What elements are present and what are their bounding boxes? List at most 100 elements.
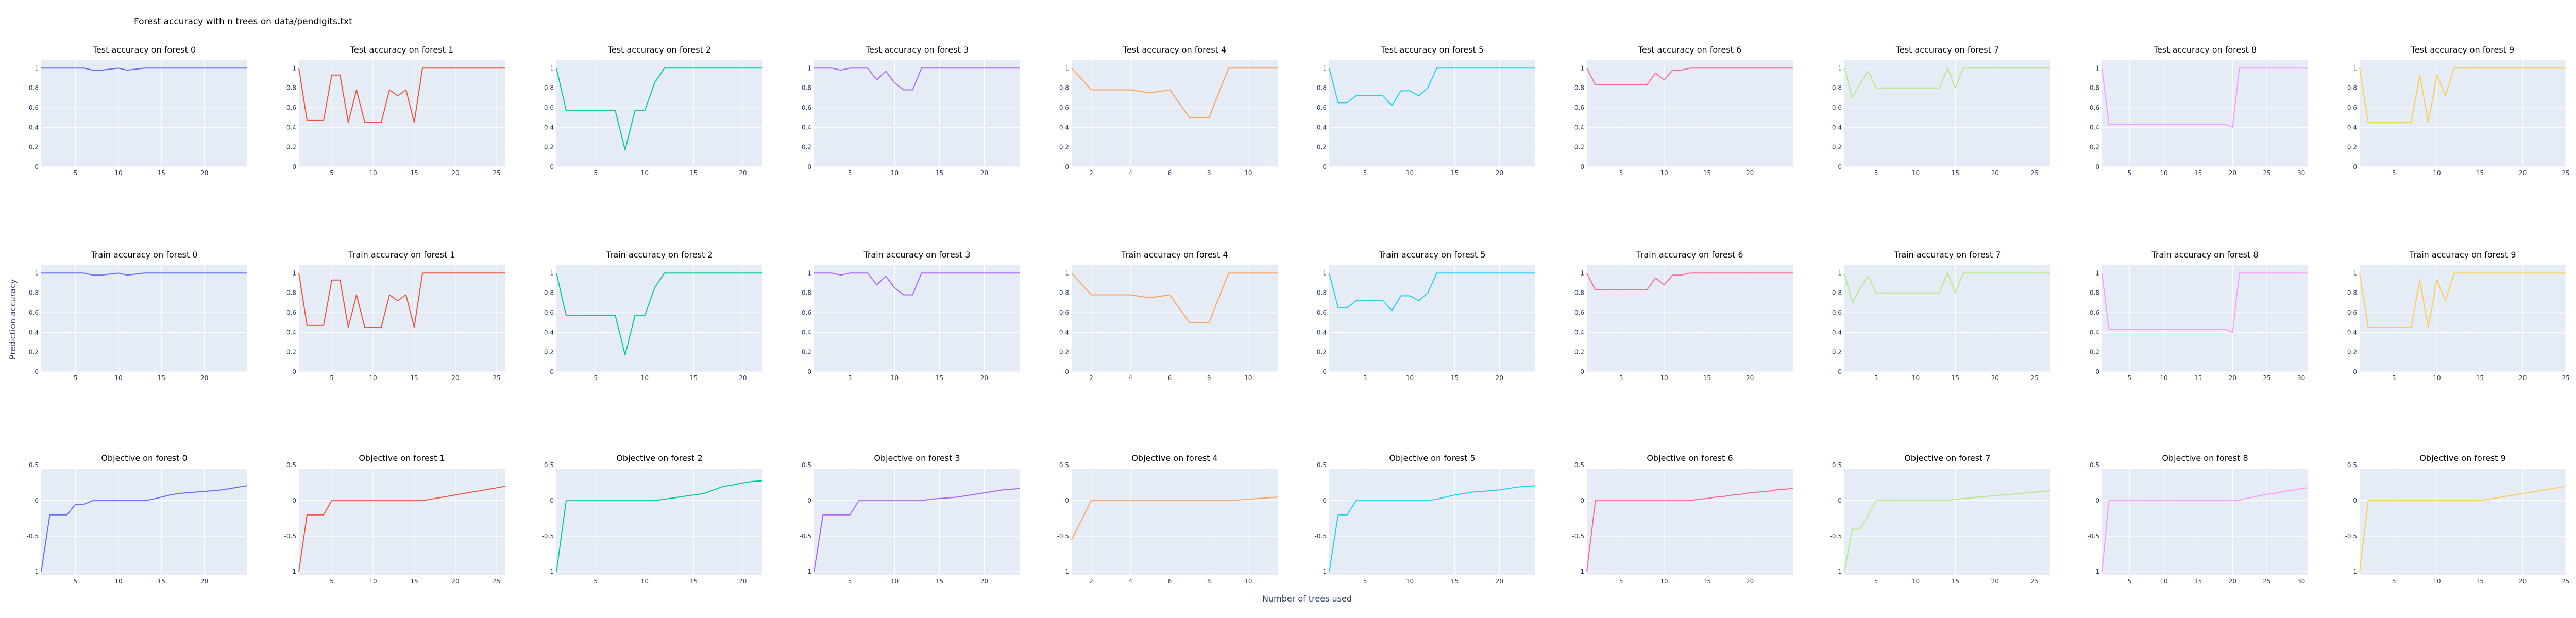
y-tick-label: -0.5 [2088, 533, 2099, 540]
x-tick-label: 20 [451, 169, 459, 177]
plot-area [1844, 469, 2050, 575]
plot-area [1072, 265, 1278, 372]
subplot: Test accuracy on forest 2 5 10 15 20 0 0.2 0.4 0… [544, 45, 762, 177]
x-tick-label: 20 [2519, 578, 2527, 585]
subplot-title: Test accuracy on forest 8 [2153, 45, 2257, 55]
y-tick-label: 1 [2353, 64, 2357, 72]
series-line [2102, 487, 2309, 572]
x-tick-label: 15 [158, 169, 165, 177]
x-tick-label: 20 [739, 374, 747, 382]
x-tick-label: 10 [1660, 578, 1668, 585]
series-line [1844, 67, 2050, 98]
series-line [298, 67, 505, 123]
y-tick-label: 1 [1065, 269, 1069, 277]
y-tick-label: 0.8 [544, 289, 554, 297]
subplot: Objective on forest 5 5 10 15 20 -1 -0.5 0 0.5 [1315, 453, 1536, 585]
plot-area [1844, 60, 2050, 167]
x-tick-label: 25 [2562, 169, 2569, 177]
y-tick-label: 0.6 [1574, 309, 1584, 316]
y-tick-label: 0 [1838, 368, 1842, 375]
x-tick-label: 5 [2128, 578, 2132, 585]
x-tick-label: 10 [1912, 169, 1920, 177]
plot-area [299, 60, 505, 167]
y-tick-label: 1 [550, 64, 554, 72]
y-tick-label: 1 [292, 269, 296, 277]
x-tick-label: 20 [2519, 374, 2527, 382]
x-tick-label: 10 [2160, 169, 2167, 177]
y-tick-label: -0.5 [2345, 533, 2357, 540]
y-tick-label: 1 [2095, 64, 2099, 72]
y-tick-label: 0.5 [544, 461, 554, 469]
x-tick-label: 10 [1244, 578, 1252, 585]
series-line [1586, 67, 1793, 85]
x-tick-label: 4 [1128, 374, 1132, 382]
y-tick-label: 0 [35, 497, 39, 504]
x-tick-label: 5 [594, 578, 598, 585]
x-tick-label: 20 [451, 578, 459, 585]
x-tick-label: 15 [410, 374, 418, 382]
y-tick-label: -1 [1836, 568, 1842, 575]
y-tick-label: 0.8 [1574, 289, 1584, 297]
x-tick-label: 20 [200, 578, 208, 585]
x-tick-label: 5 [2392, 169, 2396, 177]
subplot-title: Train accuracy on forest 9 [2409, 250, 2516, 260]
y-tick-label: 0.2 [2347, 349, 2357, 356]
y-tick-label: 1 [292, 64, 296, 72]
subplot-title: Objective on forest 1 [359, 453, 445, 463]
y-tick-label: 0.6 [802, 309, 811, 316]
x-tick-label: 15 [2194, 578, 2202, 585]
y-tick-label: 0.6 [1317, 104, 1327, 111]
x-tick-label: 20 [2229, 169, 2236, 177]
subplot-title: Train accuracy on forest 2 [605, 250, 713, 260]
subplot: Test accuracy on forest 6 5 10 15 20 0 0.2 0.4 0… [1574, 45, 1793, 177]
x-tick-label: 15 [2476, 169, 2484, 177]
x-tick-label: 6 [1168, 169, 1172, 177]
y-tick-label: 0.8 [286, 289, 296, 297]
y-tick-label: 0.6 [1059, 104, 1069, 111]
y-tick-label: 0 [292, 368, 296, 375]
x-tick-label: 10 [369, 578, 377, 585]
y-tick-label: 0.2 [2090, 349, 2099, 356]
y-tick-label: 0.4 [802, 329, 811, 336]
series-line [1071, 496, 1278, 540]
y-tick-label: 0.8 [2347, 289, 2357, 297]
x-tick-label: 5 [2392, 578, 2396, 585]
y-tick-label: 0.8 [2090, 84, 2099, 92]
subplot: Train accuracy on forest 1 5 10 15 20 25 0 0.2 0… [286, 250, 505, 382]
y-tick-label: 0 [2353, 163, 2357, 170]
y-tick-label: 1 [1580, 64, 1584, 72]
y-tick-label: 1 [35, 269, 39, 277]
y-tick-label: 0 [550, 163, 554, 170]
x-tick-label: 10 [891, 374, 899, 382]
subplot: Objective on forest 4 2 4 6 8 10 -1 -0.5 0 0.5 [1057, 453, 1278, 585]
subplot-title: Objective on forest 8 [2162, 453, 2248, 463]
y-tick-label: 0 [550, 368, 554, 375]
series-line [298, 272, 505, 328]
y-tick-label: 0.2 [802, 349, 811, 356]
y-tick-label: -1 [2351, 568, 2357, 575]
y-tick-label: 0 [1323, 368, 1327, 375]
x-axis-label: Number of trees used [1262, 594, 1352, 604]
plot-area [299, 265, 505, 372]
x-tick-label: 10 [1912, 374, 1920, 382]
subplot: Test accuracy on forest 8 5 10 15 20 25 30 0 0.2… [2090, 45, 2308, 177]
y-tick-label: 0.6 [1317, 309, 1327, 316]
plot-area [1072, 60, 1278, 167]
x-tick-label: 6 [1168, 578, 1172, 585]
y-tick-label: 0.8 [29, 84, 39, 92]
y-tick-label: 0.4 [1059, 329, 1069, 336]
x-tick-label: 5 [1363, 578, 1367, 585]
x-tick-label: 25 [493, 169, 500, 177]
x-tick-label: 8 [1207, 169, 1211, 177]
y-tick-label: 0.5 [1059, 461, 1069, 469]
x-tick-label: 15 [1451, 578, 1459, 585]
subplot-title: Objective on forest 7 [1904, 453, 1990, 463]
x-tick-label: 5 [1874, 374, 1878, 382]
plot-area [1587, 265, 1793, 372]
x-tick-label: 10 [114, 169, 122, 177]
y-tick-label: 0.2 [286, 144, 296, 151]
series-line [2359, 272, 2566, 328]
subplot-title: Train accuracy on forest 4 [1121, 250, 1228, 260]
y-tick-label: 0 [1838, 163, 1842, 170]
x-tick-label: 20 [200, 169, 208, 177]
